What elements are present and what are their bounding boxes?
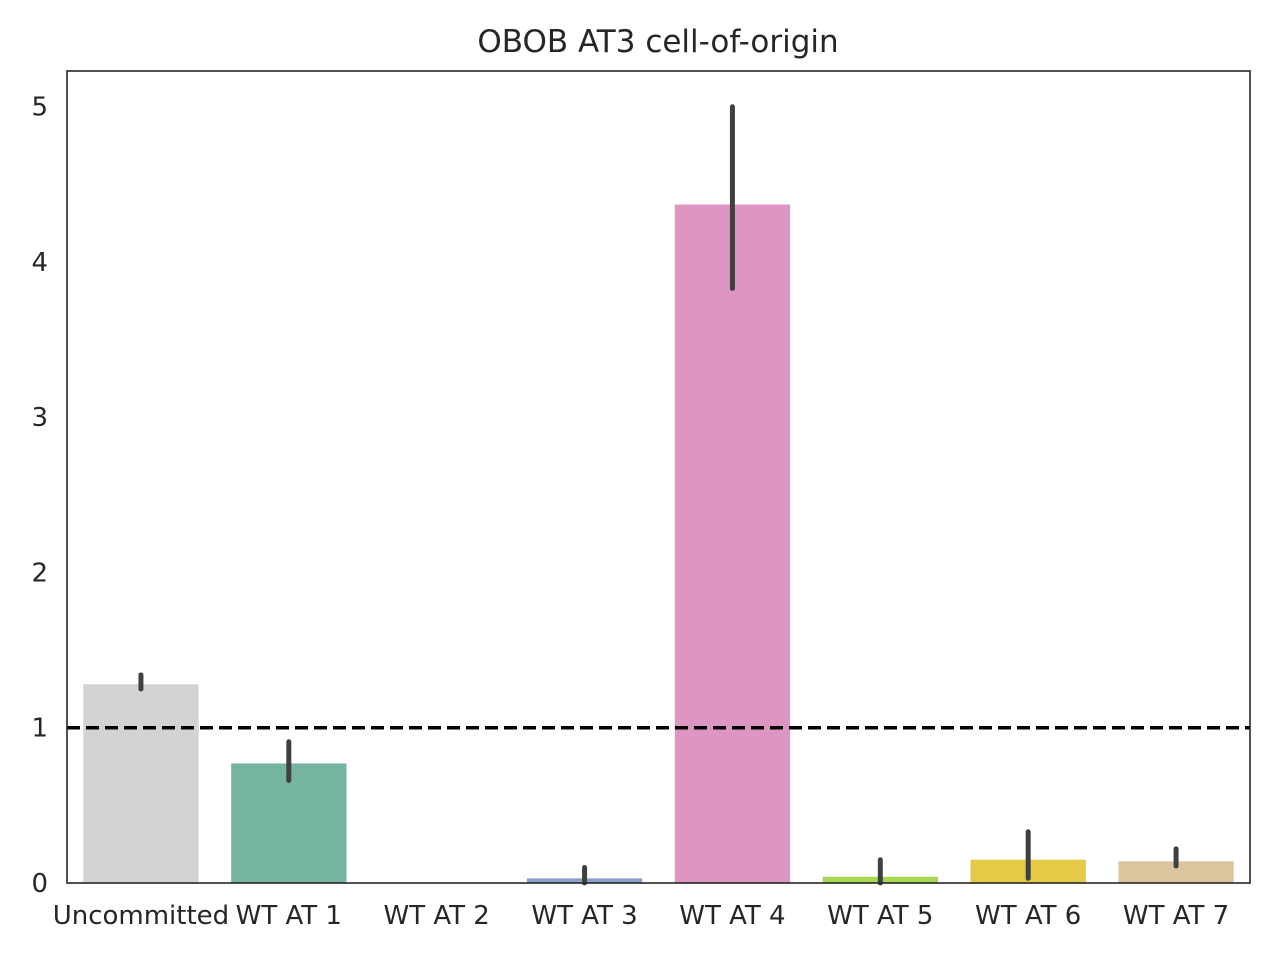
plot-frame: [66, 70, 1251, 884]
bar-4: [674, 204, 791, 884]
bars-group: [83, 204, 1234, 884]
x-tick-label-7: WT AT 7: [1123, 901, 1229, 931]
y-tick-label-1: 1: [31, 714, 48, 744]
bar-1: [231, 763, 347, 883]
errorbars-group: [138, 104, 1179, 886]
chart-title: OBOB AT3 cell-of-origin: [477, 24, 838, 60]
y-axis-ticks: 0 1 2 3 4 5: [31, 93, 48, 899]
y-tick-label-4: 4: [31, 248, 48, 278]
x-tick-label-6: WT AT 6: [975, 901, 1081, 931]
x-tick-label-4: WT AT 4: [679, 901, 785, 931]
x-tick-label-2: WT AT 2: [384, 901, 490, 931]
x-tick-label-5: WT AT 5: [827, 901, 933, 931]
x-axis-ticks: Uncommitted WT AT 1 WT AT 2 WT AT 3 WT AT 4 W…: [53, 901, 1230, 931]
y-tick-label-3: 3: [31, 403, 48, 433]
x-tick-label-3: WT AT 3: [531, 901, 637, 931]
y-tick-label-5: 5: [31, 93, 48, 123]
bar-7: [1118, 861, 1234, 883]
x-tick-label-0: Uncommitted: [53, 901, 229, 931]
x-tick-label-1: WT AT 1: [236, 901, 342, 931]
y-tick-label-2: 2: [31, 558, 48, 588]
bar-0: [83, 684, 199, 883]
y-tick-label-0: 0: [31, 869, 48, 899]
